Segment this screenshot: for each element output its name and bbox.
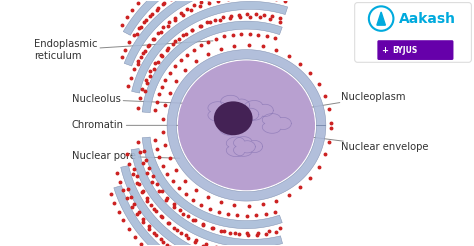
Text: Endoplasmic
reticulum: Endoplasmic reticulum [34,39,213,61]
Ellipse shape [178,61,315,190]
Polygon shape [142,21,282,113]
Text: Chromatin: Chromatin [72,120,210,130]
Polygon shape [123,0,300,35]
Polygon shape [121,166,276,246]
Polygon shape [142,137,282,229]
Text: BYJUS: BYJUS [392,46,418,55]
FancyBboxPatch shape [355,2,472,62]
Text: Aakash: Aakash [399,12,456,26]
Polygon shape [124,0,293,66]
Text: Nucleolus: Nucleolus [72,94,203,105]
Polygon shape [167,50,326,201]
Polygon shape [131,149,283,246]
Text: +: + [381,46,388,55]
Polygon shape [377,12,385,25]
Text: Nuclear pore: Nuclear pore [72,151,180,161]
Ellipse shape [214,101,253,135]
FancyBboxPatch shape [377,40,454,60]
Text: Nuclear envelope: Nuclear envelope [296,135,428,152]
Polygon shape [132,1,288,93]
Polygon shape [114,185,264,246]
Text: Nucleoplasm: Nucleoplasm [289,92,405,111]
